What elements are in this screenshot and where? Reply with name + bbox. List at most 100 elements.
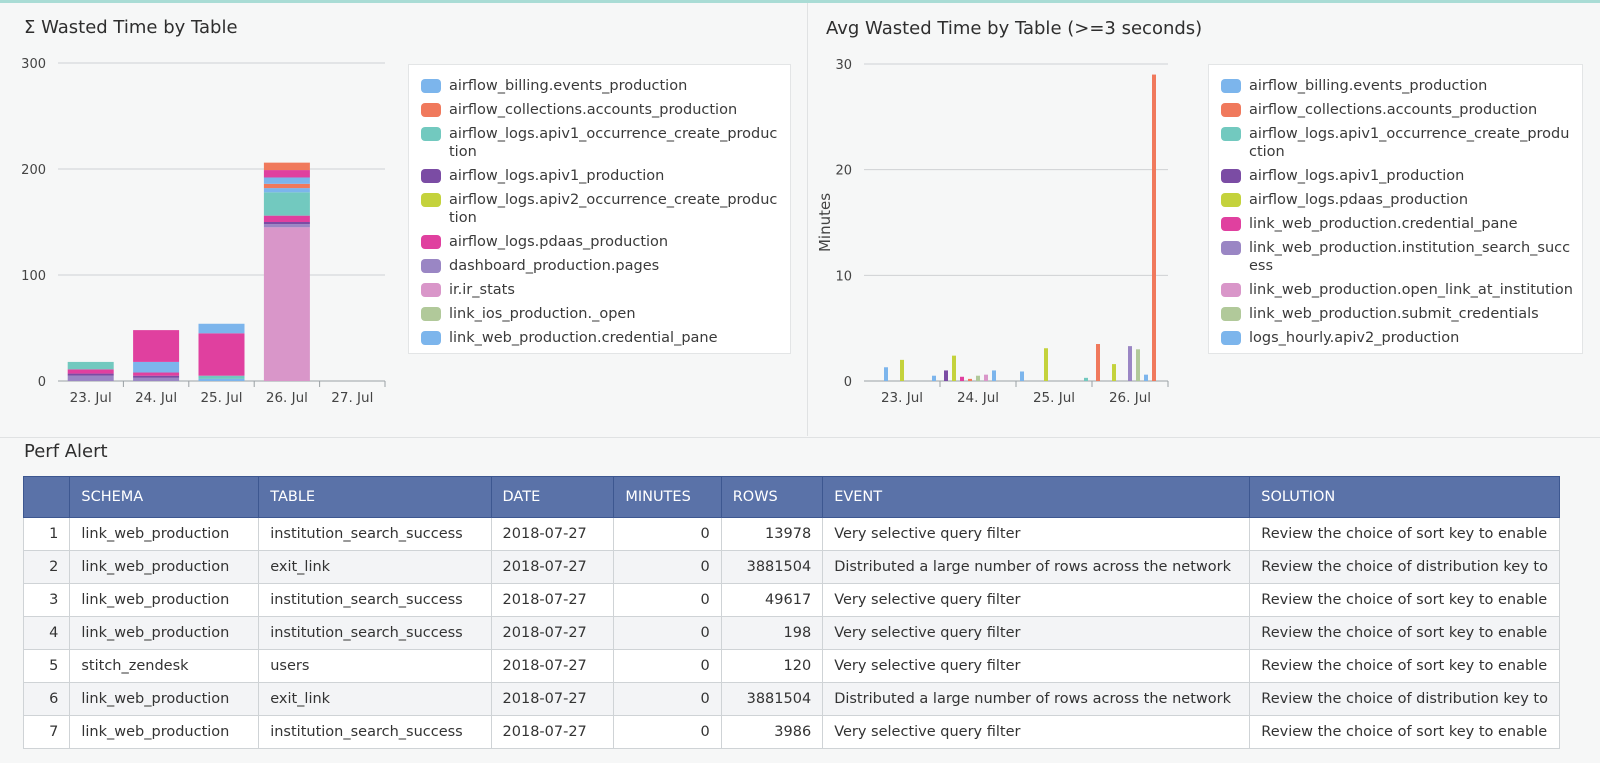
table-row[interactable]: 1 link_web_production institution_search_s… <box>24 518 1560 551</box>
legend-item[interactable]: airflow_logs.apiv1_occurrence_create_pro… <box>1221 125 1574 161</box>
bar-segment <box>264 163 310 170</box>
legend-label: link_web_production.credential_pane <box>449 329 718 347</box>
legend-item[interactable]: link_web_production.open_link_at_institu… <box>1221 281 1574 299</box>
table-cell: institution_search_success <box>259 716 491 749</box>
bar-segment <box>68 362 114 369</box>
x-tick-label: 24. Jul <box>957 390 999 406</box>
table-cell: Review the choice of sort key to enable <box>1250 617 1560 650</box>
table-row[interactable]: 3 link_web_production institution_search_s… <box>24 584 1560 617</box>
column-header[interactable] <box>24 477 70 518</box>
bar-segment <box>264 188 310 192</box>
table-cell: 2018-07-27 <box>491 683 614 716</box>
x-tick-label: 26. Jul <box>1109 390 1151 406</box>
bar <box>944 370 948 381</box>
bar-segment <box>199 333 245 375</box>
bar-segment <box>264 222 310 224</box>
legend-swatch <box>421 193 441 207</box>
legend-item[interactable]: link_web_production.credential_pane <box>1221 215 1574 233</box>
legend-label: airflow_billing.events_production <box>1249 77 1487 95</box>
column-header[interactable]: EVENT <box>823 477 1250 518</box>
bar-segment <box>199 376 245 379</box>
legend-swatch <box>1221 331 1241 345</box>
legend-item[interactable]: stitch_zendesk.users_production <box>1221 353 1574 354</box>
legend-item[interactable]: link_web_production.exit_off <box>421 353 782 354</box>
table-header-row: SCHEMA TABLE DATE MINUTES ROWS EVENT SOLUTION <box>24 477 1560 518</box>
bar-segment <box>199 324 245 334</box>
panel-sum-wasted-time: Σ Wasted Time by Table 0 100 200 300 23. Jul… <box>0 3 808 436</box>
bar-segment <box>133 376 179 378</box>
table-row[interactable]: 6 link_web_production exit_link 2018-07-27 0… <box>24 683 1560 716</box>
legend-item[interactable]: airflow_logs.apiv2_occurrence_create_pro… <box>421 191 782 227</box>
column-header[interactable]: SOLUTION <box>1250 477 1560 518</box>
table-cell: Distributed a large number of rows acros… <box>823 683 1250 716</box>
y-tick-label: 20 <box>835 164 852 179</box>
legend-item[interactable]: ir.ir_stats <box>421 281 782 299</box>
table-row[interactable]: 2 link_web_production exit_link 2018-07-27 0… <box>24 551 1560 584</box>
table-cell: Distributed a large number of rows acros… <box>823 551 1250 584</box>
table-cell: 3881504 <box>721 683 822 716</box>
legend-item[interactable]: airflow_logs.apiv1_production <box>1221 167 1574 185</box>
legend-label: link_web_production.credential_pane <box>1249 215 1518 233</box>
legend-item[interactable]: airflow_logs.pdaas_production <box>421 233 782 251</box>
table-cell: exit_link <box>259 551 491 584</box>
legend-swatch <box>421 307 441 321</box>
legend-item[interactable]: airflow_billing.events_production <box>421 77 782 95</box>
legend-swatch <box>1221 103 1241 117</box>
legend-item[interactable]: link_web_production.submit_credentials <box>1221 305 1574 323</box>
table-cell: 0 <box>614 584 721 617</box>
y-tick-label: 100 <box>21 269 46 284</box>
legend-item[interactable]: airflow_logs.apiv1_occurrence_create_pro… <box>421 125 782 161</box>
legend-item[interactable]: airflow_logs.pdaas_production <box>1221 191 1574 209</box>
legend-item[interactable]: logs_hourly.apiv2_production <box>1221 329 1574 347</box>
table-cell: 13978 <box>721 518 822 551</box>
bar <box>1152 75 1156 381</box>
bar-segment <box>264 184 310 188</box>
column-header[interactable]: MINUTES <box>614 477 721 518</box>
table-cell: link_web_production <box>70 551 259 584</box>
legend-label: airflow_collections.accounts_production <box>1249 101 1537 119</box>
column-header[interactable]: DATE <box>491 477 614 518</box>
table-cell: link_web_production <box>70 683 259 716</box>
legend-item[interactable]: link_web_production.credential_pane <box>421 329 782 347</box>
legend-label: airflow_logs.apiv1_production <box>449 167 664 185</box>
legend-swatch <box>1221 307 1241 321</box>
table-viewport[interactable]: SCHEMA TABLE DATE MINUTES ROWS EVENT SOLUTION … <box>0 438 1560 763</box>
table-cell: institution_search_success <box>259 518 491 551</box>
table-cell: 2018-07-27 <box>491 716 614 749</box>
x-tick-label: 23. Jul <box>881 390 923 406</box>
legend-item[interactable]: airflow_billing.events_production <box>1221 77 1574 95</box>
y-tick-label: 10 <box>835 269 852 284</box>
legend-item[interactable]: dashboard_production.pages <box>421 257 782 275</box>
avg-wasted-time-chart: 0 10 20 30 Minutes 23. Jul 24. Jul 25. Jul 26. J… <box>808 3 1193 423</box>
bar <box>1112 364 1116 381</box>
bar <box>952 356 956 381</box>
bar <box>1144 375 1148 381</box>
legend-item[interactable]: airflow_collections.accounts_production <box>1221 101 1574 119</box>
table-cell: 0 <box>614 716 721 749</box>
legend-item[interactable]: link_web_production.institution_search_s… <box>1221 239 1574 275</box>
table-cell: 0 <box>614 617 721 650</box>
column-header[interactable]: ROWS <box>721 477 822 518</box>
legend-label: airflow_billing.events_production <box>449 77 687 95</box>
x-tick-label: 25. Jul <box>1033 390 1075 406</box>
x-tick-label: 25. Jul <box>200 390 242 406</box>
legend-label: airflow_logs.pdaas_production <box>449 233 668 251</box>
table-row[interactable]: 5 stitch_zendesk users 2018-07-27 0 120 Very s… <box>24 650 1560 683</box>
table-cell: link_web_production <box>70 584 259 617</box>
bar <box>1136 349 1140 381</box>
legend-label: airflow_logs.apiv1_occurrence_create_pro… <box>1249 125 1574 161</box>
legend-label: dashboard_production.pages <box>449 257 659 275</box>
legend-item[interactable]: airflow_collections.accounts_production <box>421 101 782 119</box>
column-header[interactable]: SCHEMA <box>70 477 259 518</box>
legend-item[interactable]: airflow_logs.apiv1_production <box>421 167 782 185</box>
table-row[interactable]: 4 link_web_production institution_search_s… <box>24 617 1560 650</box>
table-cell: Review the choice of distribution key to <box>1250 683 1560 716</box>
legend-item[interactable]: link_ios_production._open <box>421 305 782 323</box>
bar <box>984 375 988 381</box>
column-header[interactable]: TABLE <box>259 477 491 518</box>
table-row[interactable]: 7 link_web_production institution_search_s… <box>24 716 1560 749</box>
bar-segment <box>68 374 114 376</box>
table-cell: Very selective query filter <box>823 518 1250 551</box>
